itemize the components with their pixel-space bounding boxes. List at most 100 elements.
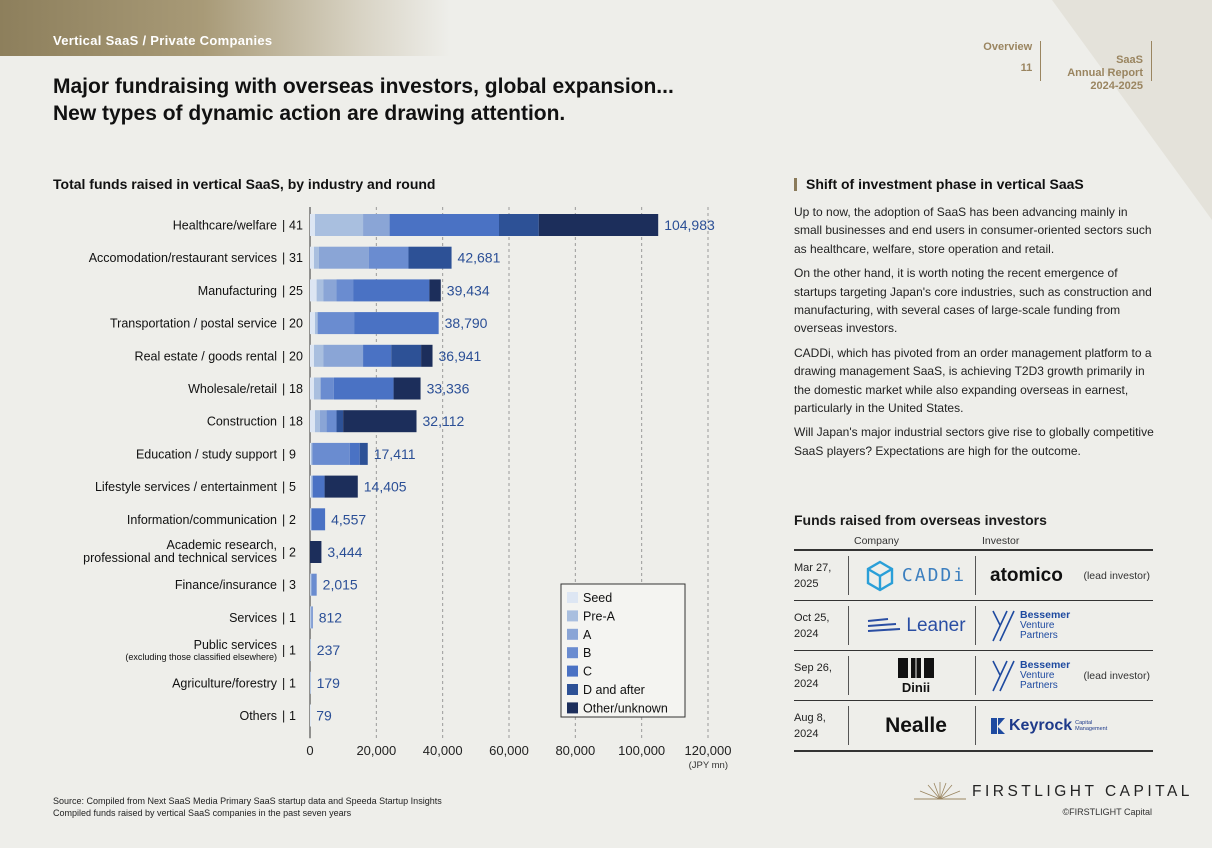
data-label: 14,405 <box>364 479 407 495</box>
investor-line: Partners <box>1020 630 1058 641</box>
chart-title: Total funds raised in vertical SaaS, by … <box>53 176 436 192</box>
bar-segment <box>336 410 344 433</box>
source-line: Compiled funds raised by vertical SaaS c… <box>53 808 352 818</box>
data-label: 39,434 <box>447 282 490 298</box>
col-divider <box>848 706 849 745</box>
bar-segment <box>323 344 364 367</box>
page-title-line2: New types of dynamic action are drawing … <box>53 102 566 125</box>
category-label: professional and technical services <box>83 551 277 565</box>
deal-count: 9 <box>289 447 296 461</box>
data-label: 3,444 <box>327 544 362 560</box>
x-tick-label: 80,000 <box>555 743 595 758</box>
investor-name: atomico <box>990 564 1063 586</box>
bar-segment <box>320 377 334 400</box>
category-divider: | <box>282 578 285 592</box>
table-row: Sep 26, 2024 Dinii Bessemer Venture Part… <box>794 651 1153 700</box>
category-label: Academic research, <box>167 538 277 552</box>
sunrise-logo-icon <box>914 782 966 800</box>
category-divider: | <box>282 284 285 298</box>
bar-segment <box>349 442 360 465</box>
category-divider: | <box>282 611 285 625</box>
category-label: Accomodation/restaurant services <box>89 251 277 265</box>
legend-swatch <box>567 647 578 659</box>
paragraph: Up to now, the adoption of SaaS has been… <box>794 205 1152 256</box>
bar-segment <box>318 246 369 269</box>
data-label: 104,983 <box>664 217 715 233</box>
legend-label: Other/unknown <box>583 701 668 715</box>
bar-segment <box>393 377 421 400</box>
bar-segment <box>312 475 325 498</box>
bar-segment <box>408 246 452 269</box>
page-number: 11 <box>1020 62 1033 74</box>
x-tick-label: 100,000 <box>618 743 665 758</box>
row-date: Mar 27, 2025 <box>794 562 832 590</box>
data-label: 42,681 <box>458 250 501 266</box>
category-divider: | <box>282 709 285 723</box>
investor-name: Bessemer Venture Partners <box>1020 660 1070 691</box>
deal-count: 1 <box>289 709 296 723</box>
deal-count: 41 <box>289 219 303 233</box>
category-label: Information/communication <box>127 513 277 527</box>
legend-swatch <box>567 592 578 603</box>
legend-swatch <box>567 684 578 695</box>
data-label: 812 <box>319 609 343 625</box>
header-nav: Overview 11 SaaS Annual Report 2024-2025 <box>957 41 1152 92</box>
lead-investor-note: (lead investor) <box>1083 570 1150 582</box>
data-label: 237 <box>317 642 341 658</box>
bar-segment <box>368 246 409 269</box>
deal-count: 3 <box>289 578 296 592</box>
row-rule <box>794 600 1153 601</box>
bar-segment <box>314 410 320 433</box>
bar-segment <box>310 508 312 531</box>
category-label: Finance/insurance <box>175 578 277 592</box>
blocks-logo-icon <box>898 657 934 678</box>
category-divider: | <box>282 219 285 233</box>
investor-logo: Bessemer Venture Partners <box>990 601 1070 650</box>
deal-count: 20 <box>289 349 303 363</box>
bessemer-logo-icon <box>992 610 1015 641</box>
bar-segment <box>310 671 311 694</box>
col-divider <box>975 706 976 745</box>
bar-segment <box>310 573 312 596</box>
category-label: Services <box>229 611 277 625</box>
data-label: 38,790 <box>445 315 488 331</box>
header-band <box>0 0 450 56</box>
paragraph: CADDi, which has pivoted from an order m… <box>794 345 1152 416</box>
lead-investor-note: (lead investor) <box>1083 670 1150 682</box>
table-bottom-rule <box>794 750 1153 752</box>
unit-label: (JPY mn) <box>689 760 728 771</box>
legend-swatch <box>567 665 578 677</box>
nav-report[interactable]: SaaS Annual Report 2024-2025 <box>1067 41 1152 92</box>
category-divider: | <box>282 349 285 363</box>
table-top-rule <box>794 549 1153 551</box>
bar-segment <box>363 214 390 236</box>
col-divider <box>975 606 976 645</box>
x-tick-label: 20,000 <box>356 743 396 758</box>
overseas-title: Funds raised from overseas investors <box>794 512 1047 528</box>
bar-segment <box>310 704 311 727</box>
bar-segment <box>343 410 417 433</box>
bar-segment <box>311 573 317 596</box>
investor-line: Partners <box>1020 680 1058 691</box>
category-sublabel: (excluding those classified elsewhere) <box>125 652 277 662</box>
investor-line: Bessemer <box>1020 609 1071 621</box>
bessemer-logo-icon <box>992 660 1015 691</box>
bar-segment <box>313 344 324 367</box>
investor-logo: Keyrock Capital Management <box>990 701 1107 750</box>
legend-swatch <box>567 628 578 640</box>
bar-segment <box>389 214 499 236</box>
bar-segment <box>314 312 318 335</box>
data-label: 4,557 <box>331 511 366 527</box>
col-divider <box>975 656 976 695</box>
company-logo: Dinii <box>856 651 976 700</box>
nav-overview[interactable]: Overview 11 <box>983 41 1042 81</box>
company-name: CADDi <box>901 565 967 586</box>
bar-segment <box>336 279 354 302</box>
col-divider <box>848 556 849 595</box>
legend-label: Pre-A <box>583 609 616 623</box>
bar-chart: 0 20,000 40,000 60,000 80,000 100,000 120,000 (… <box>83 207 732 771</box>
source-note: Source: Compiled from Next SaaS Media Pr… <box>53 795 442 819</box>
page-title-line1: Major fundraising with overseas investor… <box>53 75 674 98</box>
row-date: Sep 26, 2024 <box>794 662 832 690</box>
table-row: Oct 25, 2024 Leaner Bessemer Venture Par… <box>794 601 1153 650</box>
